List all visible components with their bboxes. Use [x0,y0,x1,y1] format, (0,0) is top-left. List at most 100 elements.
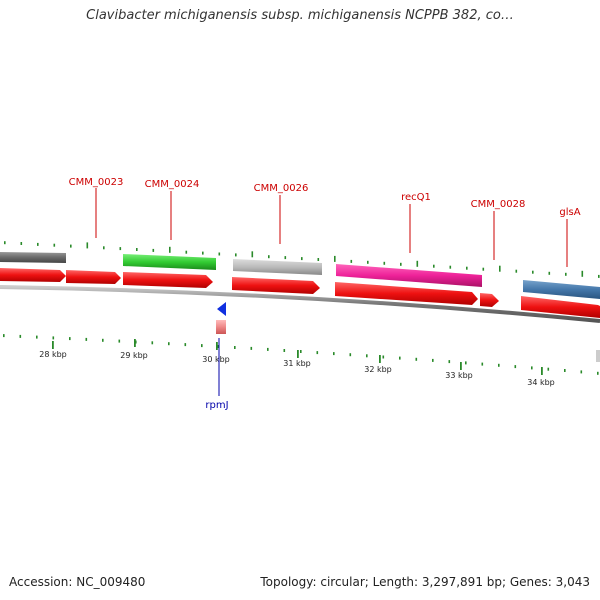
tick-mark [432,358,434,362]
major-tick-mark [541,367,543,375]
tick-mark [283,349,286,352]
tick-mark [565,272,567,276]
outer-tick-marks [4,241,600,278]
tick-mark [201,344,203,348]
cds-track [0,268,600,318]
tick-mark [69,337,71,341]
scale-label: 33 kbp [445,371,473,380]
tick-mark [382,355,385,359]
tick-mark [383,261,386,265]
genome-backbone [0,285,600,323]
tick-mark [597,371,599,375]
tick-mark [251,251,254,258]
cds-arrow[interactable] [0,268,66,282]
tick-mark [168,342,170,346]
tick-mark [37,242,39,246]
tick-mark [267,347,269,351]
tick-mark [466,266,468,270]
feature-rpmJ-rna[interactable] [216,320,226,334]
cds-arrow[interactable] [232,277,320,294]
gene-label-cmm-0028[interactable]: CMM_0028 [471,199,526,210]
tick-mark [498,363,500,367]
gene-label-cmm-0023[interactable]: CMM_0023 [69,177,124,188]
tick-mark [366,354,368,358]
tick-mark [399,356,401,360]
tick-mark [349,353,352,357]
scale-label: 34 kbp [527,378,555,387]
tick-mark [564,369,566,372]
major-tick-mark [379,355,381,363]
tick-mark [547,367,550,371]
tick-mark [20,242,23,245]
major-tick-mark [134,339,136,347]
tick-mark [103,246,105,250]
tick-mark [136,248,138,251]
gene-label-recq1[interactable]: recQ1 [401,192,431,203]
tick-mark [400,262,402,266]
tick-mark [52,336,55,340]
tick-mark [531,366,533,370]
feature-grey-dark[interactable] [0,252,66,263]
major-tick-mark [52,341,54,349]
tick-mark [499,265,501,272]
tick-mark [316,351,319,355]
cds-arrow[interactable] [335,282,478,305]
tick-mark [217,345,220,348]
cds-arrow[interactable] [123,272,213,288]
inner-tick-marks [3,334,599,375]
reverse-strand-track [216,302,600,362]
tick-mark [514,365,517,369]
tick-mark [86,242,89,249]
gene-label-cmm-0024[interactable]: CMM_0024 [145,179,200,190]
gene-label-cmm-0026[interactable]: CMM_0026 [254,183,309,194]
cds-arrow[interactable] [521,296,600,318]
feature-cmm-0024[interactable] [123,254,216,270]
cds-arrow[interactable] [480,293,499,307]
tick-mark [333,352,335,356]
feature-rpmJ-arrow[interactable] [217,302,226,316]
tick-mark [118,339,121,343]
scale-label: 31 kbp [283,359,311,368]
tick-mark [119,247,122,251]
forward-strand-track [0,252,600,299]
tick-mark [70,244,72,248]
tick-mark [250,346,253,350]
scale-label: 29 kbp [120,351,148,360]
tick-mark [433,264,435,268]
map-title: Clavibacter michiganensis subsp. michiga… [86,8,514,23]
cds-arrow[interactable] [66,270,121,284]
feature-recq1[interactable] [336,264,482,287]
tick-mark [185,250,188,254]
tick-mark [36,335,38,339]
tick-mark [85,337,88,341]
tick-mark [202,251,204,255]
tick-mark [415,357,418,361]
gene-label-glsa[interactable]: glsA [559,207,580,218]
tick-mark [367,260,369,264]
tick-mark [152,248,155,252]
tick-mark [548,271,551,275]
tick-mark [169,246,171,253]
scale-labels: 28 kbp 29 kbp 30 kbp 31 kbp 32 kbp 33 kbp 34 k… [39,350,555,387]
tick-mark [581,270,584,277]
tick-mark [268,255,270,259]
tick-mark [515,269,518,273]
tick-mark [184,343,187,347]
gene-label-rpmj[interactable]: rpmJ [205,400,228,411]
tick-mark [532,270,534,274]
tick-mark [235,253,237,257]
tick-mark [3,334,5,338]
tick-mark [19,334,22,338]
tick-mark [449,265,452,269]
tick-mark [317,258,320,261]
tick-mark [102,338,104,342]
tick-mark [334,255,336,262]
genome-summary-text: Topology: circular; Length: 3,297,891 bp… [260,575,590,589]
tick-mark [350,259,353,263]
tick-mark [218,252,221,256]
feature-glsA[interactable] [523,280,600,299]
major-tick-mark [460,362,462,370]
gene-labels: CMM_0023 CMM_0024 CMM_0026 recQ1 CMM_0028gls… [69,177,581,411]
feature-cmm-0026[interactable] [233,259,322,275]
